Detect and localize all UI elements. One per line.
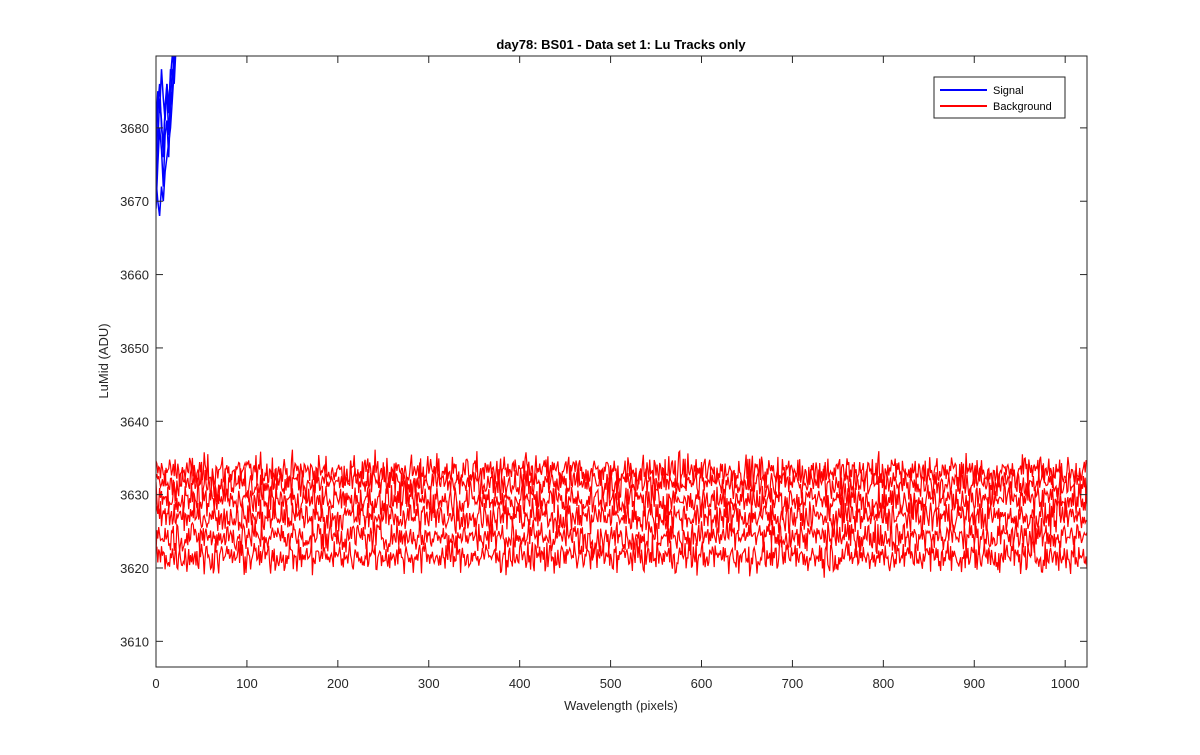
- background-series: [156, 449, 1087, 578]
- background-trace: [156, 458, 1087, 507]
- x-tick-label: 700: [782, 676, 804, 691]
- x-axis: 0 100 200 300 400 500 600 700 800 900 1000: [152, 56, 1080, 691]
- plot-area-frame: [155, 55, 1088, 668]
- x-tick-label: 600: [691, 676, 713, 691]
- x-tick-label: 200: [327, 676, 349, 691]
- signal-trace: [156, 56, 177, 216]
- y-tick-label: 3660: [120, 268, 149, 283]
- y-axis: 3610 3620 3630 3640 3650 3660 3670 3680: [120, 121, 1087, 649]
- x-tick-label: 300: [418, 676, 440, 691]
- x-tick-label: 1000: [1051, 676, 1080, 691]
- legend-signal-label: Signal: [993, 85, 1024, 97]
- legend: Signal Background: [933, 76, 1066, 119]
- signal-series: [156, 56, 177, 216]
- y-axis-label: LuMid (ADU): [96, 323, 111, 398]
- y-tick-label: 3630: [120, 488, 149, 503]
- y-tick-label: 3680: [120, 121, 149, 136]
- x-tick-label: 500: [600, 676, 622, 691]
- y-tick-label: 3650: [120, 341, 149, 356]
- x-tick-label: 800: [872, 676, 894, 691]
- legend-box: [933, 76, 1066, 119]
- x-tick-label: 400: [509, 676, 531, 691]
- y-tick-label: 3620: [120, 561, 149, 576]
- legend-background-label: Background: [993, 101, 1052, 113]
- y-tick-label: 3670: [120, 194, 149, 209]
- x-tick-label: 900: [963, 676, 985, 691]
- background-trace: [156, 535, 1087, 578]
- y-tick-label: 3640: [120, 414, 149, 429]
- x-tick-label: 0: [152, 676, 159, 691]
- y-tick-label: 3610: [120, 634, 149, 649]
- signal-trace: [156, 56, 176, 128]
- x-tick-label: 100: [236, 676, 258, 691]
- x-axis-label: Wavelength (pixels): [564, 698, 678, 713]
- background-trace: [156, 495, 1087, 538]
- plot-area-background: [156, 56, 1087, 667]
- background-trace: [156, 474, 1087, 522]
- chart-title: day78: BS01 - Data set 1: Lu Tracks only: [496, 37, 746, 52]
